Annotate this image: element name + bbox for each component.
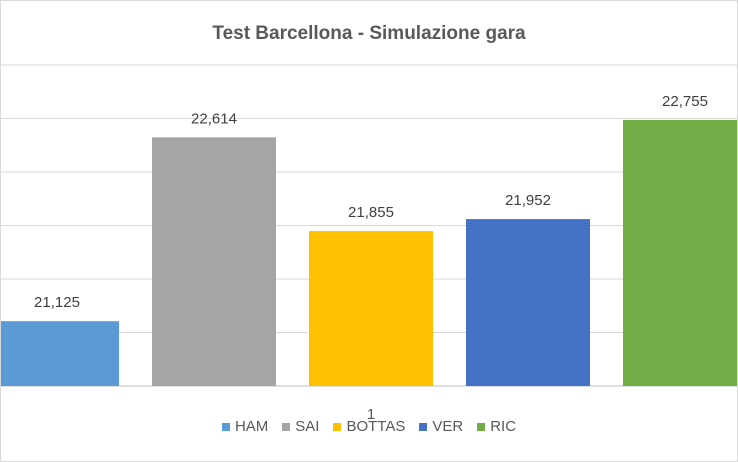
- legend-label: HAM: [234, 418, 269, 435]
- x-tick-label: 1: [367, 406, 375, 423]
- legend-item-ham: HAM: [221, 418, 269, 435]
- legend-swatch: [221, 422, 230, 431]
- legend-label: VER: [432, 418, 464, 435]
- chart-title: Test Barcellona - Simulazione gara: [212, 23, 526, 44]
- legend-swatch: [282, 422, 291, 431]
- legend-item-ver: VER: [419, 418, 463, 435]
- bar-ham: [1, 321, 119, 386]
- bar-sai: [152, 137, 276, 386]
- legend-swatch: [477, 422, 486, 431]
- data-label-ric: 22,755: [662, 93, 708, 110]
- legend-label: BOTTAS: [346, 418, 406, 435]
- data-label-ham: 21,125: [34, 294, 80, 311]
- bar-ver: [466, 219, 590, 386]
- legend-swatch: [333, 422, 342, 431]
- data-label-ver: 21,952: [505, 192, 551, 209]
- bar-ric: [623, 119, 737, 387]
- legend-swatch: [419, 422, 428, 431]
- legend-label: RIC: [490, 418, 517, 435]
- legend-item-bottas: BOTTAS: [333, 418, 405, 435]
- legend-label: SAI: [295, 418, 320, 435]
- data-label-sai: 22,614: [191, 110, 237, 127]
- chart-legend: HAM SAI BOTTAS VER RIC: [1, 418, 737, 435]
- bar-bottas: [309, 231, 433, 386]
- data-label-bottas: 21,855: [348, 204, 394, 221]
- legend-item-ric: RIC: [477, 418, 516, 435]
- legend-item-sai: SAI: [282, 418, 319, 435]
